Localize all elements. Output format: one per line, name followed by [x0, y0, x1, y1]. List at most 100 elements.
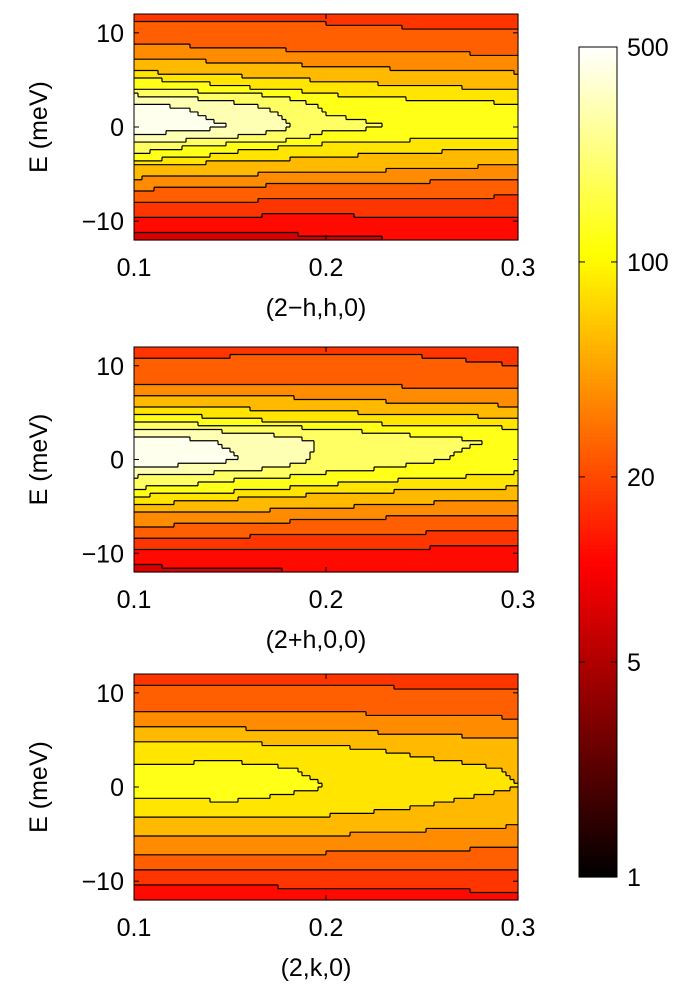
contour-cell	[422, 89, 427, 94]
contour-cell	[302, 47, 307, 53]
contour-cell	[510, 202, 515, 207]
contour-cell	[150, 29, 155, 34]
contour-cell	[450, 29, 455, 34]
contour-cell	[142, 142, 147, 147]
contour-cell	[142, 25, 147, 30]
contour-cell	[226, 51, 231, 57]
contour-cell	[218, 44, 223, 49]
contour-cell	[206, 191, 211, 196]
contour-cell	[414, 44, 419, 49]
contour-cell	[246, 130, 251, 136]
contour-cell	[202, 194, 207, 200]
contour-cell	[226, 142, 231, 147]
contour-cell	[338, 168, 343, 173]
contour-cell	[210, 157, 215, 162]
contour-cell	[462, 29, 467, 34]
contour-cell	[470, 206, 475, 211]
contour-cell	[490, 130, 495, 136]
contour-cell	[374, 130, 379, 136]
contour-cell	[478, 202, 483, 207]
contour-cell	[190, 66, 195, 72]
contour-cell	[218, 157, 223, 162]
contour-cell	[270, 175, 275, 181]
contour-cell	[230, 153, 235, 158]
contour-cell	[178, 89, 183, 94]
contour-cell	[498, 119, 503, 124]
contour-cell	[506, 145, 511, 151]
contour-cell	[494, 183, 499, 188]
contour-cell	[434, 198, 439, 203]
contour-cell	[446, 14, 451, 19]
contour-cell	[206, 160, 211, 166]
contour-cell	[446, 25, 451, 30]
contour-cell	[138, 25, 143, 30]
contour-cell	[158, 130, 163, 136]
contour-cell	[434, 55, 439, 60]
contour-cell	[366, 96, 371, 102]
contour-cell	[414, 17, 419, 23]
contour-cell	[370, 157, 375, 162]
contour-cell	[338, 179, 343, 185]
contour-cell	[230, 93, 235, 98]
contour-cell	[422, 47, 427, 53]
contour-cell	[154, 187, 159, 192]
contour-cell	[486, 32, 491, 38]
contour-cell	[302, 149, 307, 154]
contour-cell	[138, 66, 143, 72]
contour-cell	[150, 89, 155, 94]
contour-cell	[178, 111, 183, 117]
contour-cell	[138, 89, 143, 94]
contour-cell	[374, 160, 379, 166]
contour-cell	[242, 93, 247, 98]
contour-cell	[350, 21, 355, 26]
contour-cell	[254, 108, 259, 113]
contour-cell	[502, 29, 507, 34]
contour-cell	[358, 175, 363, 181]
contour-cell	[430, 32, 435, 38]
contour-cell	[182, 115, 187, 121]
contour-cell	[230, 70, 235, 75]
contour-cell	[246, 168, 251, 173]
contour-cell	[166, 96, 171, 102]
contour-cell	[238, 36, 243, 41]
contour-cell	[174, 104, 179, 109]
contour-cell	[478, 66, 483, 72]
contour-cell	[354, 194, 359, 200]
contour-cell	[346, 85, 351, 90]
contour-cell	[238, 142, 243, 147]
contour-cell	[410, 100, 415, 105]
contour-cell	[362, 36, 367, 41]
contour-cell	[150, 145, 155, 151]
contour-cell	[366, 164, 371, 170]
contour-cell	[410, 44, 415, 49]
contour-cell	[366, 183, 371, 188]
contour-cell	[166, 14, 171, 19]
contour-cell	[478, 119, 483, 124]
contour-cell	[210, 32, 215, 38]
contour-cell	[510, 183, 515, 188]
contour-cell	[422, 59, 427, 64]
contour-cell	[242, 168, 247, 173]
contour-cell	[138, 153, 143, 158]
contour-cell	[142, 198, 147, 203]
contour-cell	[466, 206, 471, 211]
contour-cell	[302, 127, 307, 132]
contour-cell	[330, 108, 335, 113]
contour-cell	[162, 36, 167, 41]
contour-cell	[134, 134, 139, 139]
contour-cell	[206, 100, 211, 105]
contour-cell	[250, 55, 255, 60]
contour-cell	[482, 153, 487, 158]
contour-cell	[498, 14, 503, 19]
contour-cell	[186, 104, 191, 109]
contour-cell	[330, 202, 335, 207]
contour-cell	[434, 183, 439, 188]
contour-cell	[134, 172, 139, 177]
contour-cell	[250, 175, 255, 181]
contour-cell	[342, 130, 347, 136]
contour-cell	[514, 160, 519, 166]
contour-cell	[370, 187, 375, 192]
contour-cell	[298, 70, 303, 75]
contour-cell	[422, 78, 427, 83]
contour-cell	[458, 36, 463, 41]
